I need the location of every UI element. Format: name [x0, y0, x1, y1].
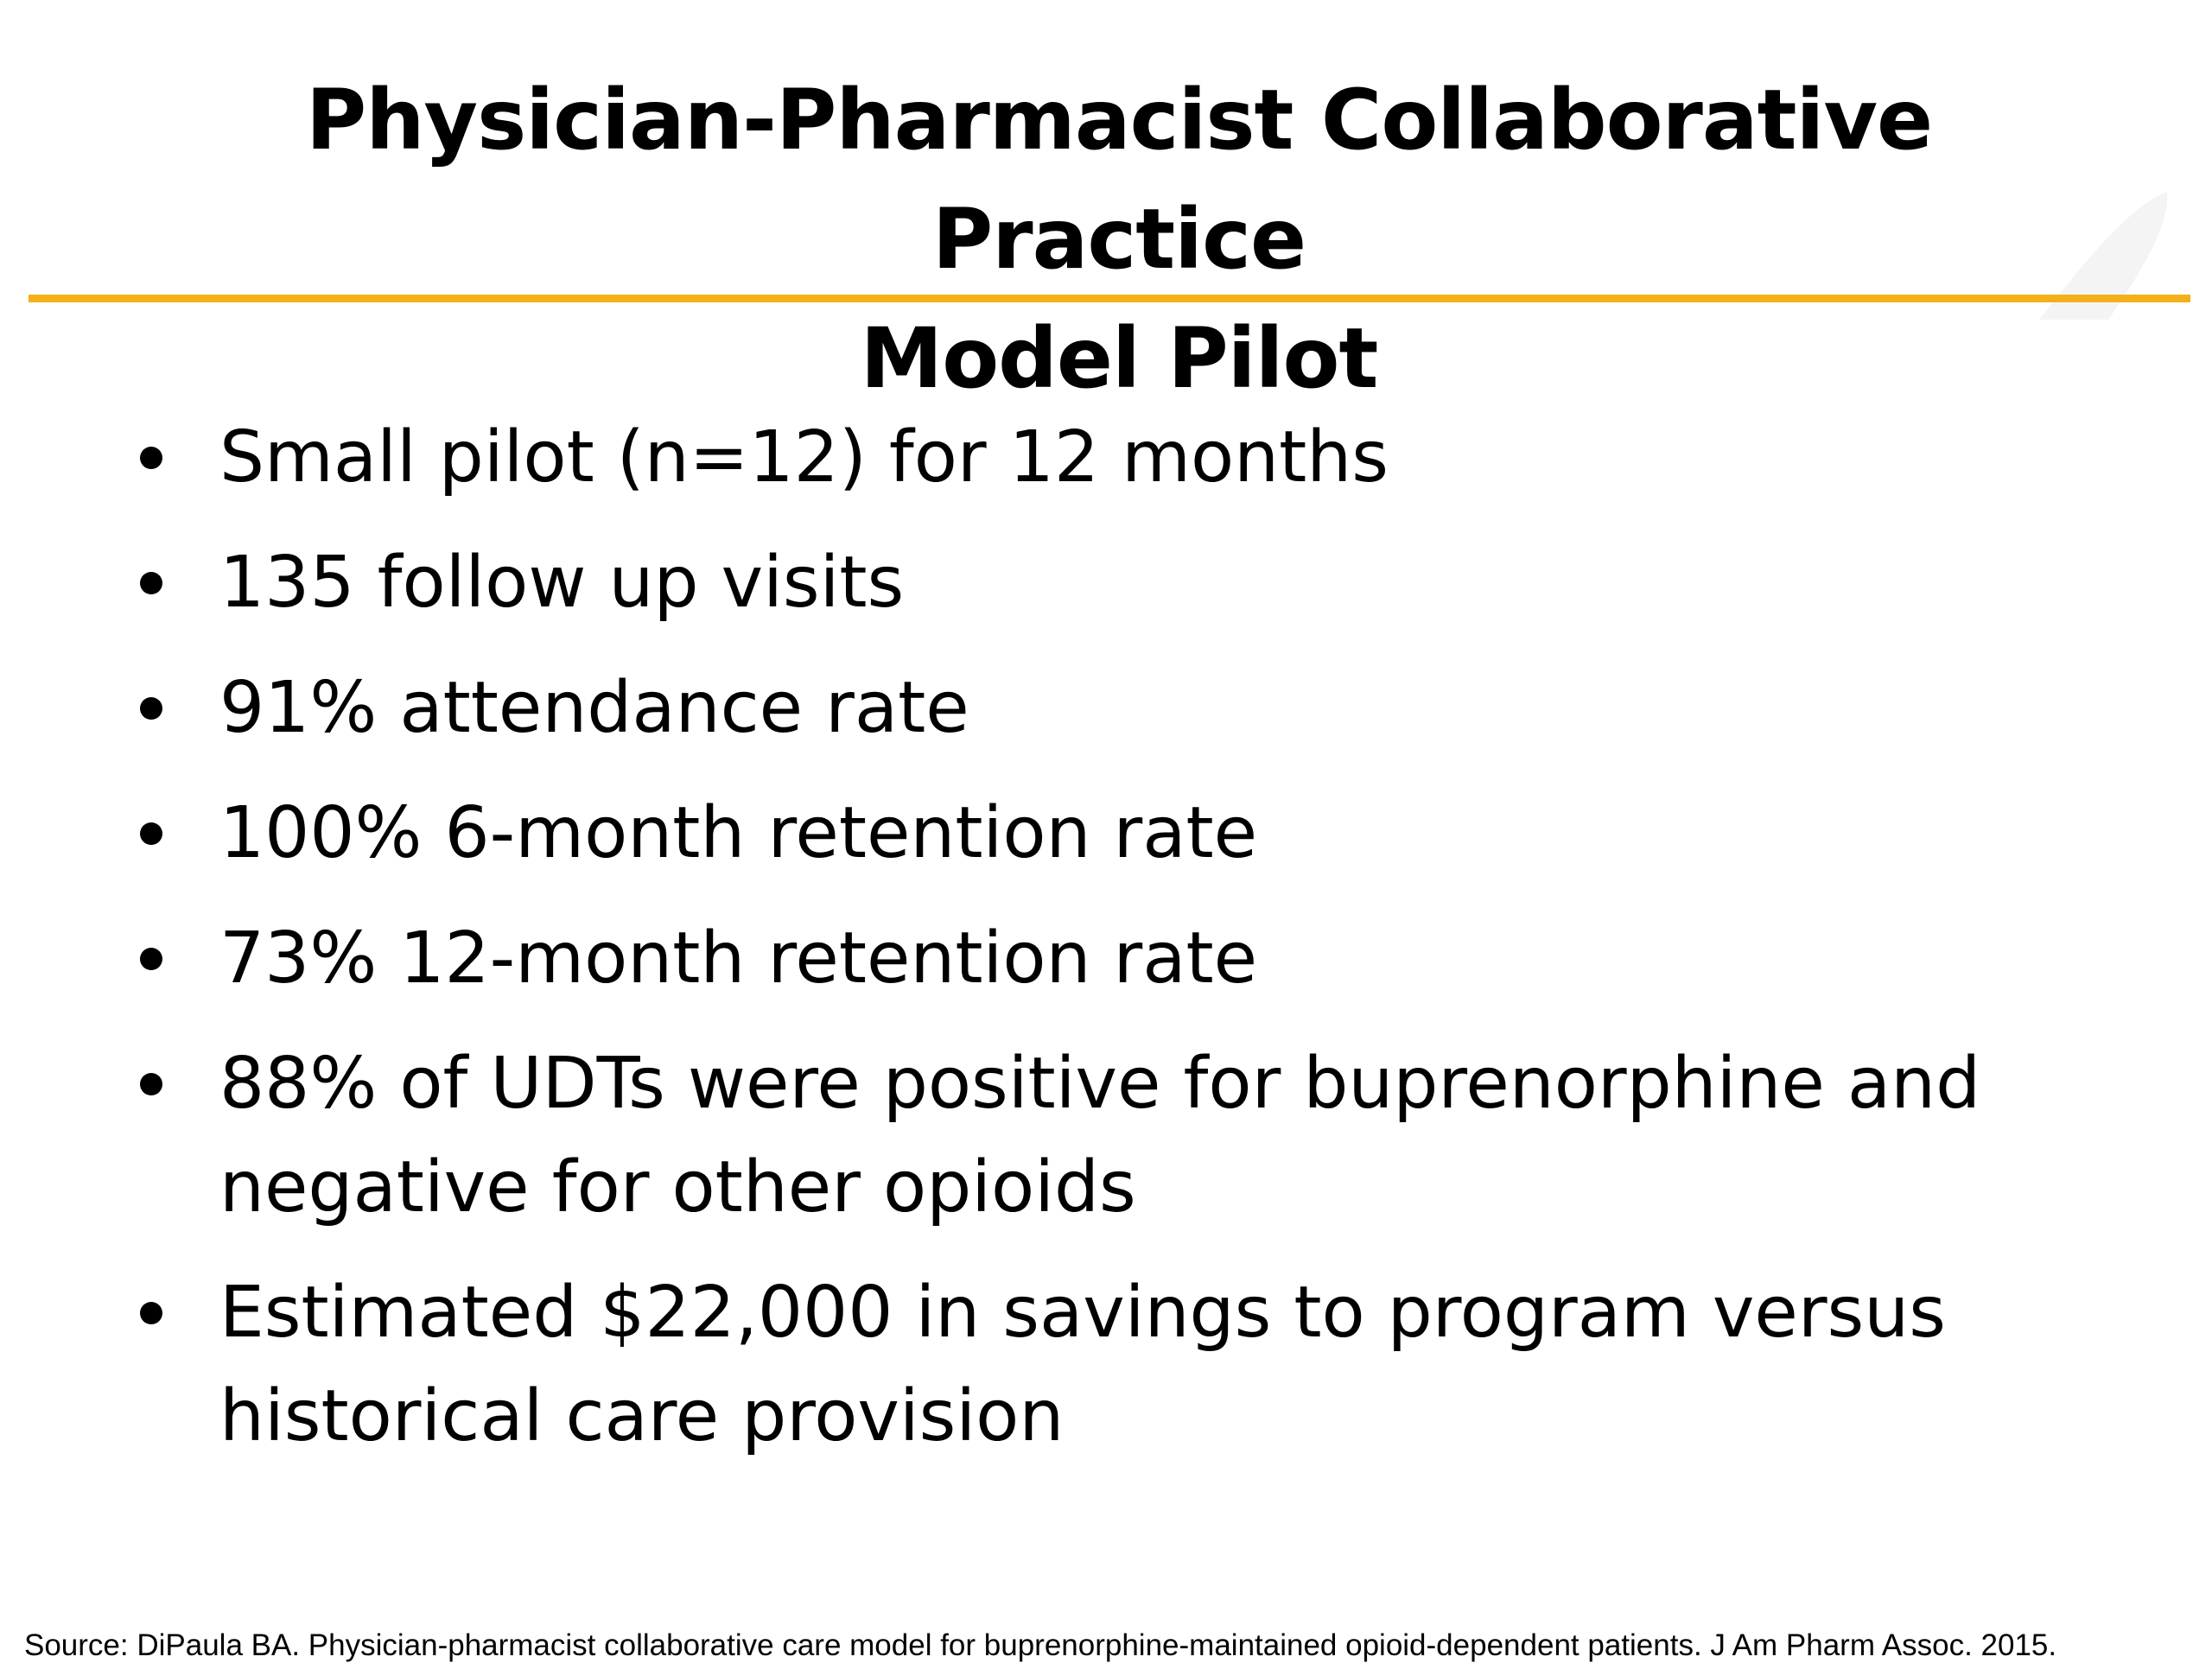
bullet-icon: [140, 1073, 162, 1095]
slide-title: Physician-Pharmacist Collaborative Pract…: [156, 60, 2082, 418]
bullet-text: 135 follow up visits: [219, 542, 905, 624]
bullet-icon: [140, 822, 162, 845]
source-citation: Source: DiPaula BA. Physician-pharmacist…: [24, 1628, 2057, 1662]
bullet-list: Small pilot (n=12) for 12 months 135 fol…: [130, 406, 2074, 1490]
bullet-icon: [140, 697, 162, 720]
bullet-text: 91% attendance rate: [219, 667, 969, 749]
decorative-swoosh-graphic: [2039, 192, 2168, 320]
bullet-item: 135 follow up visits: [130, 531, 2074, 635]
bullet-text: Estimated $22,000 in savings to program …: [219, 1272, 1946, 1457]
bullet-icon: [140, 1302, 162, 1324]
slide-title-line-1: Physician-Pharmacist Collaborative Pract…: [305, 72, 1933, 288]
slide-title-line-2: Model Pilot: [860, 310, 1379, 407]
bullet-item: 73% 12-month retention rate: [130, 907, 2074, 1011]
bullet-text: 88% of UDTs were positive for buprenorph…: [219, 1043, 1981, 1228]
bullet-icon: [140, 447, 162, 469]
bullet-item: 100% 6-month retention rate: [130, 782, 2074, 885]
bullet-text: Small pilot (n=12) for 12 months: [219, 416, 1389, 498]
bullet-item: Estimated $22,000 in savings to program …: [130, 1261, 2074, 1469]
bullet-item: Small pilot (n=12) for 12 months: [130, 406, 2074, 510]
bullet-icon: [140, 948, 162, 970]
bullet-icon: [140, 572, 162, 594]
bullet-text: 100% 6-month retention rate: [219, 792, 1258, 874]
bullet-item: 91% attendance rate: [130, 657, 2074, 760]
bullet-item: 88% of UDTs were positive for buprenorph…: [130, 1032, 2074, 1240]
title-divider: [29, 295, 2190, 302]
bullet-text: 73% 12-month retention rate: [219, 917, 1258, 1000]
